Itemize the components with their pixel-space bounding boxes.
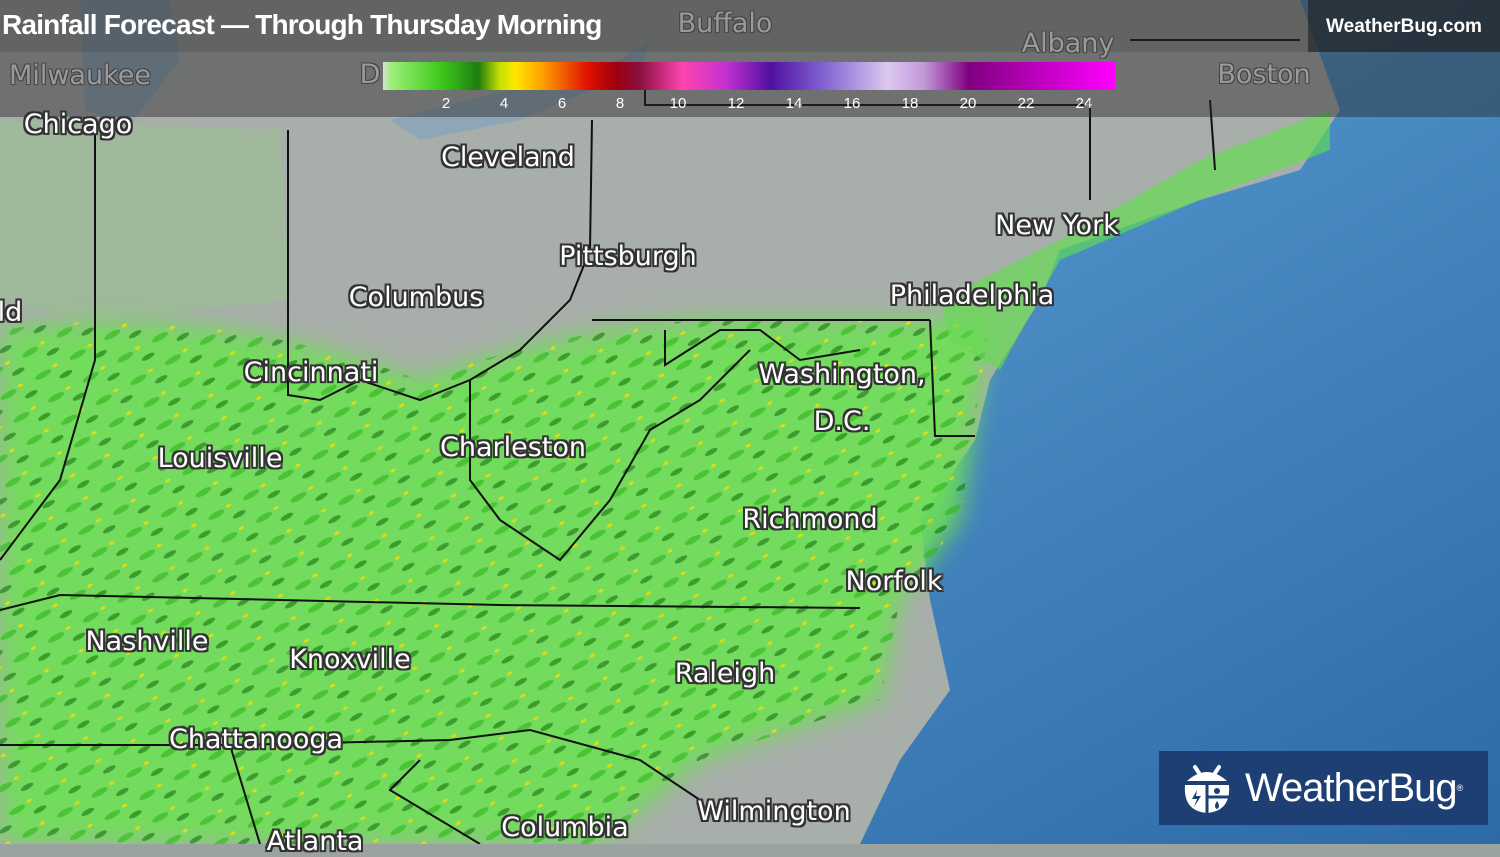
city-label: Cincinnati: [243, 357, 379, 388]
legend-tick: 18: [901, 95, 919, 112]
legend-tick: 14: [785, 95, 803, 112]
city-label: New York: [995, 210, 1119, 241]
city-label: Columbus: [348, 282, 484, 313]
city-label: Pittsburgh: [559, 241, 697, 272]
city-label: D.C.: [813, 406, 871, 437]
city-label: D: [359, 59, 381, 90]
city-label: Atlanta: [266, 826, 364, 857]
city-label: Columbia: [501, 812, 629, 843]
city-label: Chicago: [23, 109, 133, 140]
city-label: ld: [0, 297, 23, 328]
city-label: Albany: [1021, 28, 1115, 59]
city-label: Louisville: [157, 443, 283, 474]
legend-tick: 10: [669, 95, 687, 112]
legend-tick: 6: [557, 95, 567, 112]
city-label: Boston: [1217, 59, 1311, 90]
city-label: Buffalo: [677, 8, 773, 39]
legend-tick: 2: [441, 95, 451, 112]
legend-tick: 16: [843, 95, 861, 112]
lake-erie: [390, 40, 650, 140]
map-title: Rainfall Forecast — Through Thursday Mor…: [2, 9, 602, 40]
city-label: Philadelphia: [889, 280, 1055, 311]
rain-field: [0, 110, 1330, 844]
legend-tick: 22: [1017, 95, 1035, 112]
weatherbug-logo: WeatherBug®: [1159, 751, 1488, 825]
legend-tick: 4: [499, 95, 509, 112]
legend-tick: 8: [615, 95, 625, 112]
city-label: Richmond: [742, 504, 878, 535]
city-label: Norfolk: [845, 566, 943, 597]
logo-text: WeatherBug®: [1245, 766, 1463, 810]
city-label: Milwaukee: [9, 60, 151, 91]
city-label: Washington,: [758, 359, 926, 390]
city-label: Raleigh: [674, 658, 776, 689]
legend-tick: 20: [959, 95, 977, 112]
legend-tick: 12: [727, 95, 745, 112]
city-label: Cleveland: [441, 142, 575, 173]
city-label: Wilmington: [697, 796, 851, 827]
legend-tick: 24: [1075, 95, 1093, 112]
city-label: Nashville: [85, 626, 209, 657]
rainfall-color-scale: [383, 62, 1115, 90]
city-label: Charleston: [439, 432, 587, 463]
title-bar: [0, 0, 1500, 52]
bug-icon: [1184, 765, 1230, 813]
city-label: Knoxville: [289, 644, 411, 675]
city-label: Chattanooga: [168, 724, 344, 755]
site-link[interactable]: WeatherBug.com: [1308, 0, 1500, 52]
